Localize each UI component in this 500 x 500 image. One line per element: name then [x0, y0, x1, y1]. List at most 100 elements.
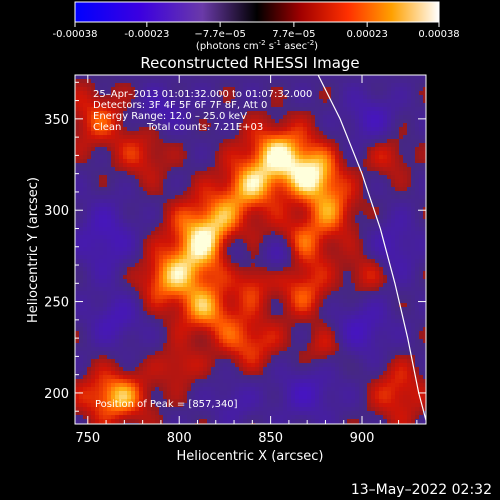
heatmap-cell [131, 231, 136, 236]
heatmap-cell [203, 75, 208, 80]
heatmap-cell [407, 207, 412, 212]
heatmap-cell [123, 279, 128, 284]
heatmap-cell [91, 195, 96, 200]
heatmap-cell [231, 207, 236, 212]
heatmap-cell [263, 119, 268, 124]
heatmap-cell [359, 151, 364, 156]
heatmap-cell [399, 283, 404, 288]
heatmap-cell [423, 111, 426, 116]
heatmap-cell [403, 183, 408, 188]
heatmap-cell [259, 243, 264, 248]
heatmap-cell [187, 195, 192, 200]
heatmap-cell [87, 267, 92, 272]
heatmap-cell [367, 199, 372, 204]
heatmap-cell [395, 279, 400, 284]
heatmap-cell [335, 187, 340, 192]
heatmap-cell [419, 251, 424, 256]
heatmap-cell [423, 75, 426, 80]
heatmap-cell [119, 271, 124, 276]
heatmap-cell [231, 183, 236, 188]
heatmap-cell [391, 203, 396, 208]
heatmap-cell [211, 127, 216, 132]
heatmap-cell [355, 187, 360, 192]
heatmap-cell [143, 271, 148, 276]
heatmap-cell [195, 223, 200, 228]
heatmap-cell [119, 187, 124, 192]
heatmap-cell [367, 95, 372, 100]
heatmap-cell [167, 135, 172, 140]
heatmap-cell [275, 295, 280, 300]
heatmap-cell [327, 251, 332, 256]
heatmap-cell [131, 271, 136, 276]
heatmap-cell [199, 75, 204, 80]
heatmap-cell [315, 179, 320, 184]
heatmap-cell [211, 107, 216, 112]
heatmap-cell [247, 107, 252, 112]
heatmap-cell [255, 119, 260, 124]
heatmap-cell [403, 275, 408, 280]
heatmap-cell [83, 247, 88, 252]
heatmap-cell [75, 151, 80, 156]
heatmap-cell [359, 203, 364, 208]
heatmap-cell [315, 131, 320, 136]
heatmap-cell [371, 115, 376, 120]
heatmap-cell [295, 95, 300, 100]
heatmap-cell [239, 83, 244, 88]
heatmap-cell [407, 235, 412, 240]
heatmap-cell [143, 127, 148, 132]
heatmap-cell [359, 199, 364, 204]
heatmap-cell [399, 175, 404, 180]
heatmap-cell [243, 131, 248, 136]
heatmap-cell [215, 199, 220, 204]
heatmap-cell [355, 107, 360, 112]
heatmap-cell [347, 87, 352, 92]
heatmap-cell [415, 119, 420, 124]
heatmap-cell [275, 75, 280, 80]
heatmap-cell [391, 91, 396, 96]
heatmap-cell [155, 235, 160, 240]
heatmap-cell [371, 247, 376, 252]
heatmap-cell [179, 175, 184, 180]
heatmap-cell [155, 267, 160, 272]
heatmap-cell [171, 199, 176, 204]
heatmap-cell [267, 215, 272, 220]
heatmap-cell [135, 215, 140, 220]
heatmap-cell [391, 223, 396, 228]
heatmap-cell [203, 183, 208, 188]
heatmap-cell [307, 279, 312, 284]
heatmap-cell [87, 167, 92, 172]
heatmap-cell [215, 283, 220, 288]
heatmap-cell [191, 119, 196, 124]
heatmap-cell [167, 235, 172, 240]
heatmap-cell [111, 279, 116, 284]
heatmap-cell [387, 147, 392, 152]
heatmap-cell [243, 299, 248, 304]
heatmap-cell [239, 151, 244, 156]
heatmap-cell [331, 119, 336, 124]
heatmap-cell [191, 279, 196, 284]
heatmap-cell [243, 175, 248, 180]
heatmap-cell [219, 235, 224, 240]
heatmap-cell [111, 295, 116, 300]
heatmap-cell [315, 231, 320, 236]
heatmap-cell [411, 99, 416, 104]
heatmap-cell [143, 123, 148, 128]
heatmap-cell [415, 131, 420, 136]
heatmap-cell [323, 227, 328, 232]
heatmap-cell [119, 119, 124, 124]
heatmap-cell [379, 103, 384, 108]
heatmap-cell [227, 175, 232, 180]
heatmap-cell [343, 119, 348, 124]
heatmap-cell [227, 247, 232, 252]
heatmap-cell [315, 151, 320, 156]
heatmap-cell [399, 279, 404, 284]
heatmap-cell [151, 275, 156, 280]
heatmap-cell [143, 175, 148, 180]
heatmap-cell [255, 299, 260, 304]
heatmap-cell [155, 283, 160, 288]
heatmap-cell [255, 95, 260, 100]
heatmap-cell [99, 259, 104, 264]
heatmap-cell [79, 75, 84, 80]
heatmap-cell [83, 91, 88, 96]
heatmap-cell [379, 131, 384, 136]
